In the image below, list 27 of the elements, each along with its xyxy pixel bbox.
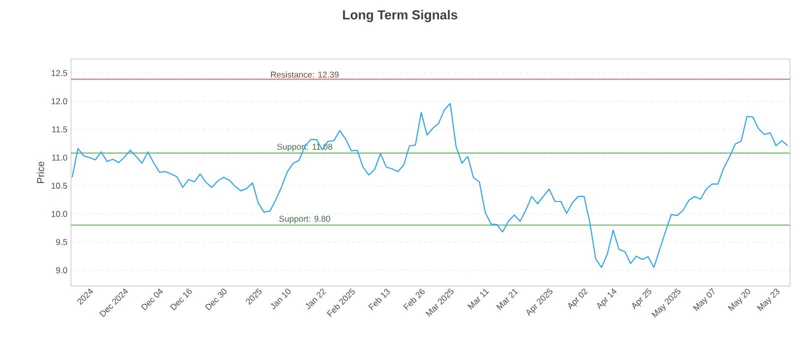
ref-line-label: Support: 9.80 [279,216,330,224]
y-tick-label: 11.0 [52,154,68,161]
x-tick-label: Jan 22 [306,288,326,310]
chart-title: Long Term Signals [343,10,458,22]
x-tick-label: Feb 13 [368,288,390,310]
y-tick-label: 12.0 [52,98,68,104]
x-tick-label: May 20 [728,288,750,312]
x-tick-label: Dec 04 [140,288,163,310]
x-tick-label: May 23 [756,288,780,312]
x-tick-label: Apr 14 [597,288,617,310]
x-tick-label: Dec 16 [170,288,192,310]
y-tick-label: 9.5 [56,239,68,246]
ref-line-label: Resistance: 12.39 [271,71,339,78]
line-series [72,102,788,268]
y-tick-label: 11.5 [52,126,68,132]
y-axis-title: Price [36,162,44,184]
y-tick-label: 10.5 [52,182,68,189]
x-tick-label: Feb 26 [403,288,425,310]
x-tick-label: Dec 30 [204,288,227,310]
x-tick-label: Apr 02 [568,288,588,310]
x-tick-label: Mar 11 [467,288,490,310]
x-tick-label: Jan 10 [270,288,291,310]
x-tick-label: Apr 25 [632,288,652,310]
y-tick-label: 12.5 [52,70,68,76]
y-tick-label: 9.0 [56,267,68,274]
y-tick-label: 10.0 [52,210,68,217]
x-tick-label: Mar 21 [496,289,518,310]
